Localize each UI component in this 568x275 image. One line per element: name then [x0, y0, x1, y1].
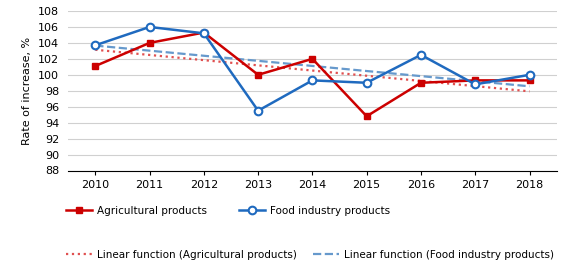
Legend: Linear function (Agricultural products), Linear function (Food industry products: Linear function (Agricultural products),…: [62, 246, 558, 264]
Legend: Agricultural products, Food industry products: Agricultural products, Food industry pro…: [62, 202, 394, 220]
Y-axis label: Rate of increase, %: Rate of increase, %: [23, 37, 32, 145]
